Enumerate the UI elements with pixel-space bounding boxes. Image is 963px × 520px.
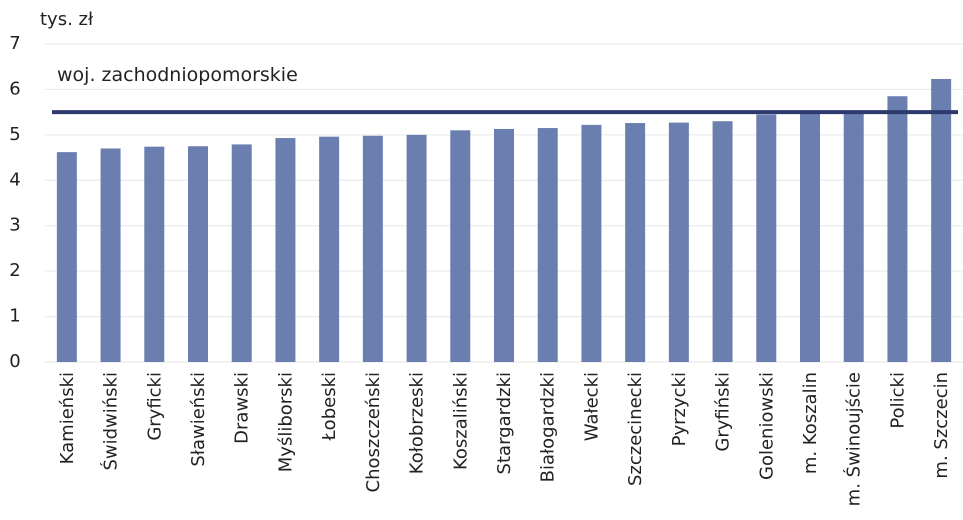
x-tick-label: Sławieński	[188, 372, 209, 467]
reference-line-label: woj. zachodniopomorskie	[57, 64, 298, 86]
x-tick-label: Gryfiński	[713, 372, 734, 452]
x-tick-label: Drawski	[232, 372, 253, 444]
y-unit-label: tys. zł	[40, 9, 94, 30]
bar	[800, 112, 820, 363]
bar	[581, 124, 602, 362]
bar	[56, 152, 77, 362]
bars	[56, 78, 952, 363]
y-axis-ticks: 0 1 2 3 4 5 6 7	[9, 33, 20, 372]
bar	[537, 128, 558, 362]
x-tick-label: Pyrzycki	[669, 372, 690, 446]
x-tick-label: Choszczeński	[363, 372, 384, 492]
y-tick-label: 6	[9, 78, 20, 99]
y-tick-label: 4	[9, 169, 20, 190]
y-tick-label: 1	[9, 306, 20, 327]
bar	[275, 138, 296, 362]
bar	[231, 144, 252, 362]
bar	[188, 146, 208, 362]
bar	[100, 148, 121, 362]
x-tick-label: Łobeski	[319, 372, 340, 441]
x-tick-label: Policki	[887, 372, 908, 429]
bar	[668, 122, 689, 362]
bar	[712, 121, 733, 362]
x-tick-label: Białogardzki	[538, 372, 559, 482]
y-tick-label: 3	[9, 215, 20, 236]
x-axis-labels: Kamieński Świdwiński Gryficki Sławieński Dra…	[57, 372, 952, 506]
bar	[362, 135, 383, 362]
x-tick-label: m. Koszalin	[800, 372, 821, 474]
x-tick-label: Kamieński	[57, 372, 78, 464]
x-tick-label: Myśliborski	[275, 372, 296, 472]
y-tick-label: 5	[9, 124, 20, 145]
bar	[756, 114, 777, 363]
bar	[319, 136, 340, 362]
x-tick-label: Kołobrzeski	[407, 372, 428, 474]
x-tick-label: Stargardzki	[494, 372, 515, 474]
x-tick-label: Gryficki	[144, 372, 165, 441]
bar	[625, 123, 646, 362]
x-tick-label: Szczecinecki	[625, 372, 646, 486]
y-tick-label: 2	[9, 260, 20, 281]
x-tick-label: Świdwiński	[100, 372, 122, 471]
x-tick-label: m. Szczecin	[931, 372, 952, 479]
bar	[887, 96, 908, 362]
x-tick-label: m. Świnoujście	[843, 372, 865, 506]
bar	[406, 134, 427, 362]
x-tick-label: Wałecki	[581, 372, 602, 441]
y-tick-label: 7	[9, 33, 20, 54]
bar	[494, 128, 514, 362]
x-tick-label: Koszaliński	[450, 372, 471, 470]
y-tick-label: 0	[9, 351, 20, 372]
x-tick-label: Goleniowski	[756, 372, 777, 480]
bar	[450, 130, 471, 362]
bar	[843, 111, 864, 362]
bar	[931, 78, 952, 362]
bar	[144, 146, 165, 362]
